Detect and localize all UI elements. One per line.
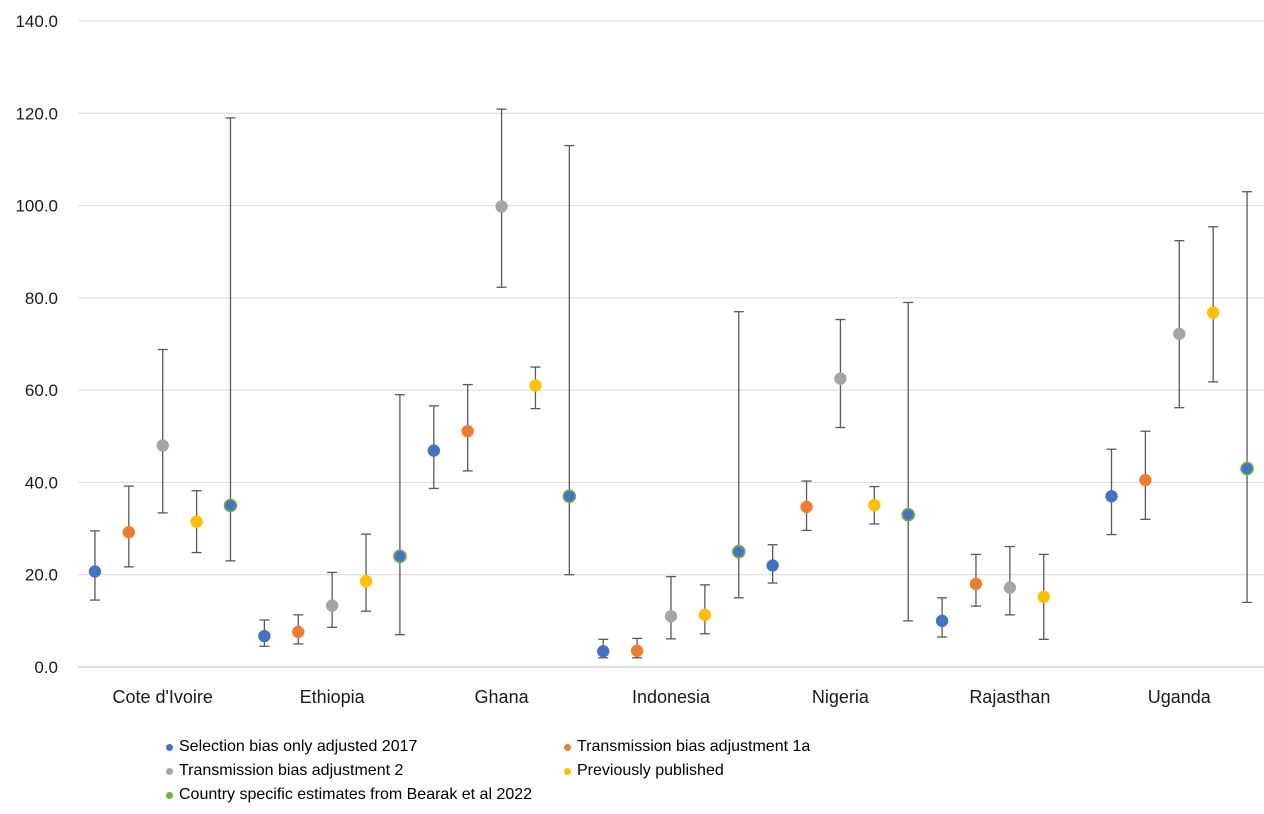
legend-marker-series-1 <box>166 743 173 751</box>
data-point <box>698 608 712 622</box>
legend-label-series-4: Previously published <box>577 762 724 779</box>
legend-marker-series-5 <box>166 791 173 799</box>
x-category-label: Rajasthan <box>969 687 1050 707</box>
y-tick-label: 40.0 <box>25 473 58 492</box>
y-tick-label: 80.0 <box>25 289 58 308</box>
x-category-label: Cote d'Ivoire <box>112 687 213 707</box>
data-point <box>596 645 610 658</box>
chart: 0.0 20.0 40.0 60.0 80.0 100.0 120.0 140.0 Cote … <box>15 12 1264 707</box>
data-point <box>630 644 644 658</box>
legend-marker-series-3 <box>166 767 173 775</box>
legend-item-series-3: Transmission bias adjustment 2 <box>166 760 564 782</box>
error-bar <box>666 575 676 640</box>
data-point <box>393 549 407 564</box>
error-bars <box>89 108 1253 659</box>
y-tick-label: 20.0 <box>25 566 58 585</box>
data-point <box>1139 473 1152 487</box>
legend-label-series-3: Transmission bias adjustment 2 <box>179 762 404 779</box>
data-point <box>461 424 474 438</box>
x-category-label: Indonesia <box>632 687 711 707</box>
legend-label-series-5: Country specific estimates from Bearak e… <box>179 786 533 803</box>
legend-item-series-4: Previously published <box>564 760 924 782</box>
error-bar <box>1004 545 1015 616</box>
x-category-label: Nigeria <box>812 687 870 707</box>
data-point <box>258 629 271 643</box>
x-category-label: Ethiopia <box>300 687 366 707</box>
data-point <box>664 609 678 623</box>
gridlines <box>78 20 1264 668</box>
data-point <box>969 577 983 591</box>
y-tick-label: 60.0 <box>25 381 58 400</box>
data-point <box>1037 590 1050 604</box>
error-bar <box>1208 226 1219 383</box>
data-point <box>156 439 169 452</box>
y-tick-label: 100.0 <box>15 197 58 216</box>
data-point <box>800 500 813 514</box>
legend-item-series-5: Country specific estimates from Bearak e… <box>166 784 924 806</box>
y-tick-label: 140.0 <box>15 12 58 31</box>
data-point <box>1240 461 1254 476</box>
data-point <box>935 614 949 628</box>
error-bar <box>1174 239 1185 409</box>
error-bar <box>225 117 236 562</box>
data-point <box>901 507 916 522</box>
x-category-label: Ghana <box>475 687 530 707</box>
data-point <box>495 200 508 213</box>
data-point <box>529 379 542 392</box>
legend-item-series-1: Selection bias only adjusted 2017 <box>166 736 564 758</box>
data-point <box>1105 490 1118 503</box>
data-point <box>731 544 746 559</box>
data-point <box>223 498 238 513</box>
data-point <box>766 559 779 572</box>
data-point <box>325 599 339 612</box>
legend-marker-series-4 <box>564 767 571 775</box>
error-bar <box>1242 191 1253 604</box>
data-point <box>190 515 203 528</box>
data-point <box>562 489 577 504</box>
data-point <box>292 625 305 639</box>
data-point <box>1206 306 1220 319</box>
error-bar <box>903 301 914 622</box>
error-bar <box>394 394 405 636</box>
data-point <box>868 498 881 512</box>
y-tick-label: 0.0 <box>34 658 58 677</box>
data-point <box>122 526 136 539</box>
error-bar <box>361 533 372 612</box>
data-point <box>359 574 373 588</box>
legend-marker-series-2 <box>564 743 571 751</box>
error-bar <box>496 108 507 288</box>
legend: Selection bias only adjusted 2017 Transm… <box>166 736 926 806</box>
x-axis: Cote d'Ivoire Ethiopia Ghana Indonesia Niger… <box>112 687 1211 707</box>
legend-label-series-1: Selection bias only adjusted 2017 <box>179 738 418 755</box>
x-category-label: Uganda <box>1148 687 1212 707</box>
error-bar <box>157 348 168 514</box>
data-point <box>1173 327 1186 341</box>
y-tick-label: 120.0 <box>15 104 58 123</box>
y-axis: 0.0 20.0 40.0 60.0 80.0 100.0 120.0 140.0 <box>15 12 58 677</box>
legend-item-series-2: Transmission bias adjustment 1a <box>564 736 924 758</box>
legend-label-series-2: Transmission bias adjustment 1a <box>577 738 811 755</box>
data-point <box>834 372 847 385</box>
data-points <box>88 200 1254 658</box>
data-point <box>88 565 102 578</box>
error-bar <box>564 144 575 576</box>
data-point <box>1003 581 1017 594</box>
data-point <box>427 444 441 457</box>
